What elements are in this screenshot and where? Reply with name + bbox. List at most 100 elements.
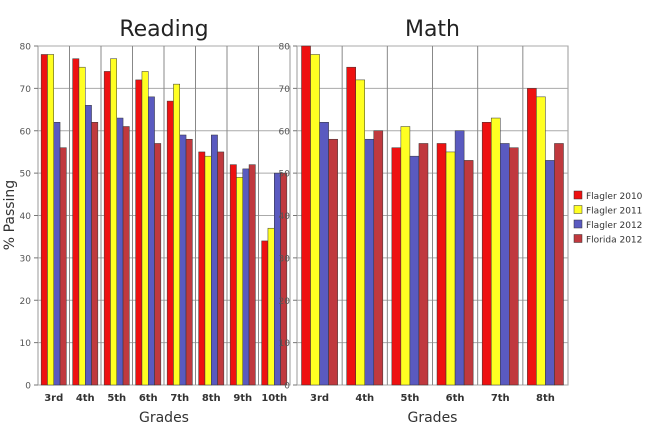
math-bar [373, 130, 384, 386]
math-bar [346, 66, 356, 386]
reading-bar [135, 79, 143, 386]
reading-y-tick-label: 50 [20, 170, 32, 180]
math-bar [409, 155, 420, 386]
legend-swatch [573, 219, 583, 229]
reading-bar [78, 66, 86, 386]
reading-bar [116, 117, 124, 386]
y-axis-label: % Passing [2, 180, 18, 250]
math-bar [527, 88, 537, 386]
math-bar [509, 147, 519, 386]
reading-bar [274, 172, 281, 386]
reading-y-tick-label: 30 [20, 254, 32, 264]
math-bar [463, 160, 474, 386]
reading-bar [229, 164, 237, 386]
legend-label: Flagler 2012 [586, 221, 642, 231]
reading-x-tick-label: 7th [170, 393, 189, 404]
reading-bar [72, 58, 80, 386]
legend-swatch [573, 205, 583, 214]
math-x-tick-label: 5th [400, 393, 419, 404]
math-x-tick-label: 4th [355, 393, 374, 404]
math-bar [418, 143, 429, 386]
reading-x-tick-label: 4th [76, 393, 95, 404]
math-bar [400, 126, 411, 386]
reading-x-tick-label: 6th [139, 393, 158, 404]
reading-bar [53, 122, 61, 386]
reading-bar [267, 227, 275, 386]
math-y-tick-label: 70 [279, 85, 291, 95]
legend-label: Flagler 2011 [586, 207, 642, 217]
reading-chart: Reading 0 10 20 30 40 50 60 70 80 3rd 4th 5th 6th 7th 8… [20, 17, 291, 426]
math-bar [328, 138, 338, 386]
legend-swatch [573, 190, 583, 200]
math-y-tick-label: 50 [279, 170, 291, 180]
legend-label: Flagler 2010 [586, 192, 643, 202]
math-y-tick-label: 80 [279, 43, 291, 53]
math-y-tick-label: 40 [279, 212, 291, 222]
legend: Flagler 2010 Flagler 2011 Flagler 2012 Flor… [573, 190, 643, 246]
math-x-axis-label: Grades [408, 410, 458, 426]
legend-swatch [573, 234, 583, 243]
math-bar [355, 79, 366, 386]
reading-bar [248, 164, 256, 386]
reading-bar [242, 168, 250, 386]
reading-bar [173, 83, 180, 386]
math-bar [500, 143, 510, 386]
reading-bar [211, 134, 218, 386]
reading-bar [103, 71, 111, 386]
math-y-tick-label: 0 [284, 382, 290, 392]
reading-x-tick-label: 10th [261, 393, 287, 404]
reading-bar [185, 138, 193, 386]
reading-y-tick-label: 70 [20, 85, 32, 95]
math-y-tick-label: 30 [279, 254, 291, 264]
math-bar [319, 122, 329, 386]
reading-bar [217, 151, 225, 386]
math-bar [310, 54, 320, 386]
reading-bar [280, 172, 288, 386]
math-chart: Math 0 10 20 30 40 50 60 70 80 3rd 4th 5th 6th 7th 8th G… [279, 17, 569, 426]
reading-x-tick-label: 9th [233, 393, 252, 404]
reading-bar [204, 155, 212, 386]
math-y-tick-label: 60 [279, 127, 291, 137]
reading-y-tick-label: 20 [20, 297, 32, 307]
reading-bar [40, 54, 48, 386]
reading-x-tick-label: 5th [107, 393, 126, 404]
math-bar [545, 160, 555, 386]
math-bar [436, 143, 447, 386]
math-x-tick-label: 8th [536, 393, 555, 404]
math-y-tick-label: 10 [279, 339, 291, 349]
legend-label: Florida 2012 [586, 236, 642, 246]
reading-y-tick-label: 10 [20, 339, 32, 349]
reading-bar [59, 147, 67, 386]
reading-bar [85, 105, 92, 386]
reading-x-tick-label: 8th [202, 393, 221, 404]
reading-y-tick-label: 40 [20, 212, 32, 222]
reading-chart-title: Reading [119, 17, 208, 42]
math-chart-title: Math [405, 17, 460, 42]
math-x-tick-label: 7th [491, 393, 510, 404]
math-y-tick-label: 20 [279, 297, 291, 307]
reading-y-tick-label: 0 [25, 382, 31, 392]
reading-bar [166, 100, 174, 386]
math-bar [391, 147, 402, 386]
reading-bar [110, 58, 117, 386]
reading-x-axis-label: Grades [139, 410, 189, 426]
math-x-tick-label: 3rd [310, 393, 329, 404]
math-bar [301, 45, 311, 386]
reading-bar [261, 240, 269, 386]
reading-bar [122, 126, 130, 386]
reading-bar [47, 54, 55, 386]
math-bar [445, 151, 456, 386]
reading-bar [91, 122, 99, 386]
math-bar [554, 143, 564, 386]
reading-bar [198, 151, 206, 386]
reading-x-tick-label: 3rd [44, 393, 63, 404]
reading-bar [154, 143, 162, 386]
math-bar [536, 96, 546, 386]
reading-bar [236, 177, 243, 386]
math-bar [454, 130, 465, 386]
math-bar [364, 138, 375, 386]
math-bar [481, 122, 492, 386]
reading-bar [141, 71, 149, 386]
math-bar [490, 117, 501, 386]
